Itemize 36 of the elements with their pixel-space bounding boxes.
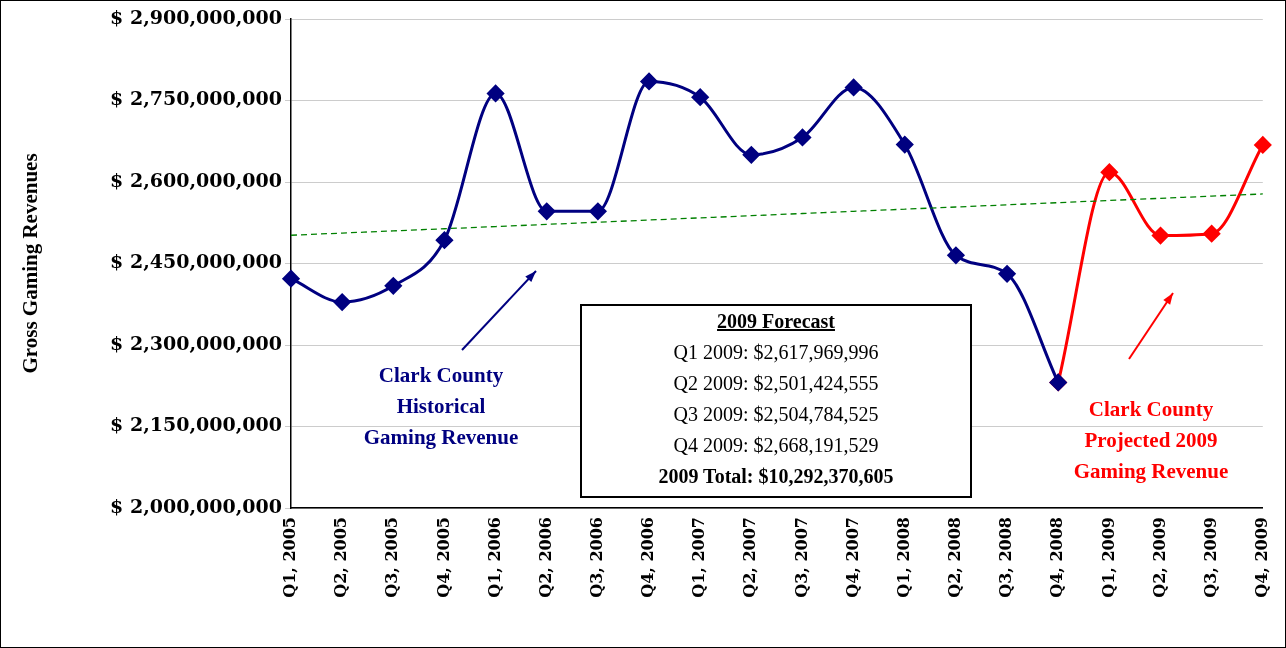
x-tick-label: Q3, 2006 <box>587 517 607 598</box>
x-tick-label: Q2, 2005 <box>331 517 351 598</box>
y-axis-title: Gross Gaming Revenues <box>18 153 43 374</box>
x-tick-label: Q3, 2008 <box>996 517 1016 598</box>
x-tick-label: Q4, 2007 <box>842 517 862 598</box>
y-tick-label: $ 2,450,000,000 <box>110 250 282 273</box>
x-tick-label: Q1, 2006 <box>484 517 504 598</box>
x-tick-label: Q3, 2007 <box>791 517 811 598</box>
y-tick-label: $ 2,600,000,000 <box>110 168 282 191</box>
x-tick-label: Q1, 2008 <box>893 517 913 598</box>
x-tick-label: Q2, 2008 <box>945 517 965 598</box>
x-tick-label: Q4, 2006 <box>638 517 658 598</box>
x-tick-label: Q2, 2006 <box>535 517 555 598</box>
annotation: Clark County Historical Gaming Revenue <box>363 363 519 450</box>
x-tick-label: Q1, 2007 <box>689 517 709 598</box>
annotation: Q1 2009: $2,617,969,996 <box>672 340 880 365</box>
annotation: 2009 Total: $10,292,370,605 <box>657 464 895 489</box>
x-tick-label: Q3, 2009 <box>1200 517 1220 598</box>
annotation: Q4 2009: $2,668,191,529 <box>672 433 880 458</box>
x-tick-label: Q4, 2009 <box>1251 517 1271 598</box>
x-tick-label: Q2, 2007 <box>740 517 760 598</box>
annotation: 2009 Forecast <box>716 309 836 334</box>
y-tick-label: $ 2,300,000,000 <box>110 331 282 354</box>
y-tick-label: $ 2,150,000,000 <box>110 413 282 436</box>
annotation: Q3 2009: $2,504,784,525 <box>672 402 880 427</box>
x-tick-label: Q4, 2008 <box>1047 517 1067 598</box>
x-tick-label: Q4, 2005 <box>433 517 453 598</box>
x-tick-label: Q2, 2009 <box>1149 517 1169 598</box>
annotation: Clark County Projected 2009 Gaming Revenue <box>1073 397 1229 484</box>
y-tick-label: $ 2,000,000,000 <box>110 494 282 517</box>
y-tick-label: $ 2,750,000,000 <box>110 87 282 110</box>
x-tick-label: Q3, 2005 <box>382 517 402 598</box>
annotation: Q2 2009: $2,501,424,555 <box>672 371 880 396</box>
x-tick-label: Q1, 2009 <box>1098 517 1118 598</box>
y-tick-label: $ 2,900,000,000 <box>110 5 282 28</box>
x-tick-label: Q1, 2005 <box>280 517 300 598</box>
